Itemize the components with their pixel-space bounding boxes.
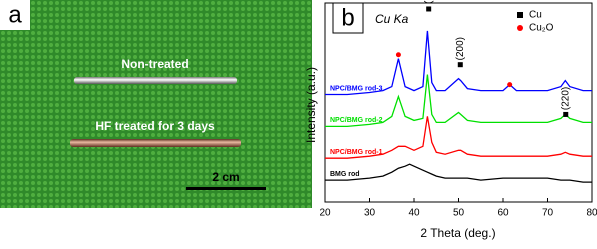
x-axis-label: 2 Theta (deg.)	[420, 226, 495, 240]
chart: b Cu Ka 2 Theta (deg.) Intensity (a.u.) …	[304, 0, 597, 240]
x-tick-label: 80	[586, 208, 597, 219]
x-tick-label: 50	[453, 208, 465, 219]
peak-label: (200)	[455, 37, 466, 60]
label-box	[0, 0, 30, 30]
peak-marker	[457, 62, 463, 68]
x-tick-label: 40	[408, 208, 420, 219]
x-tick-label: 20	[319, 208, 331, 219]
x-tick-label: 30	[364, 208, 376, 219]
x-tick-label: 70	[542, 208, 554, 219]
figure: a Non-treated HF treated for 3 days 2 cm…	[0, 0, 597, 240]
series-label: NPC/BMG rod-1	[330, 149, 383, 156]
panel-label: a	[8, 1, 22, 28]
caption: Non-treated	[121, 57, 188, 71]
peak-marker	[395, 52, 401, 58]
legend-label: Cu	[529, 10, 542, 21]
series-label: NPC/BMG rod-2	[330, 117, 383, 124]
series-line	[325, 163, 592, 183]
label-box	[332, 2, 364, 34]
peak-marker	[507, 82, 513, 88]
photo-background	[0, 0, 312, 208]
peak-label: (111)	[423, 0, 434, 4]
scale-label: 2 cm	[212, 170, 239, 184]
legend-label: Cu₂O	[529, 23, 554, 34]
series-line	[325, 30, 592, 96]
peak-marker	[426, 6, 432, 12]
series-line	[325, 116, 592, 159]
rod	[70, 139, 241, 147]
caption: HF treated for 3 days	[95, 119, 215, 133]
series-label: NPC/BMG rod-3	[330, 85, 383, 92]
series-label: BMG rod	[330, 171, 360, 178]
photo-panel: a Non-treated HF treated for 3 days 2 cm	[0, 0, 312, 208]
scale-bar	[186, 187, 266, 190]
peak-label: (220)	[560, 87, 571, 110]
panel-label: b	[341, 4, 354, 31]
legend-marker	[517, 25, 523, 31]
series-line	[325, 74, 592, 128]
rod	[74, 77, 237, 84]
x-tick-label: 60	[497, 208, 509, 219]
legend-marker	[517, 12, 523, 18]
peak-marker	[563, 111, 569, 117]
subtitle: Cu Ka	[375, 12, 409, 26]
y-axis-label: Intensity (a.u.)	[304, 67, 318, 143]
